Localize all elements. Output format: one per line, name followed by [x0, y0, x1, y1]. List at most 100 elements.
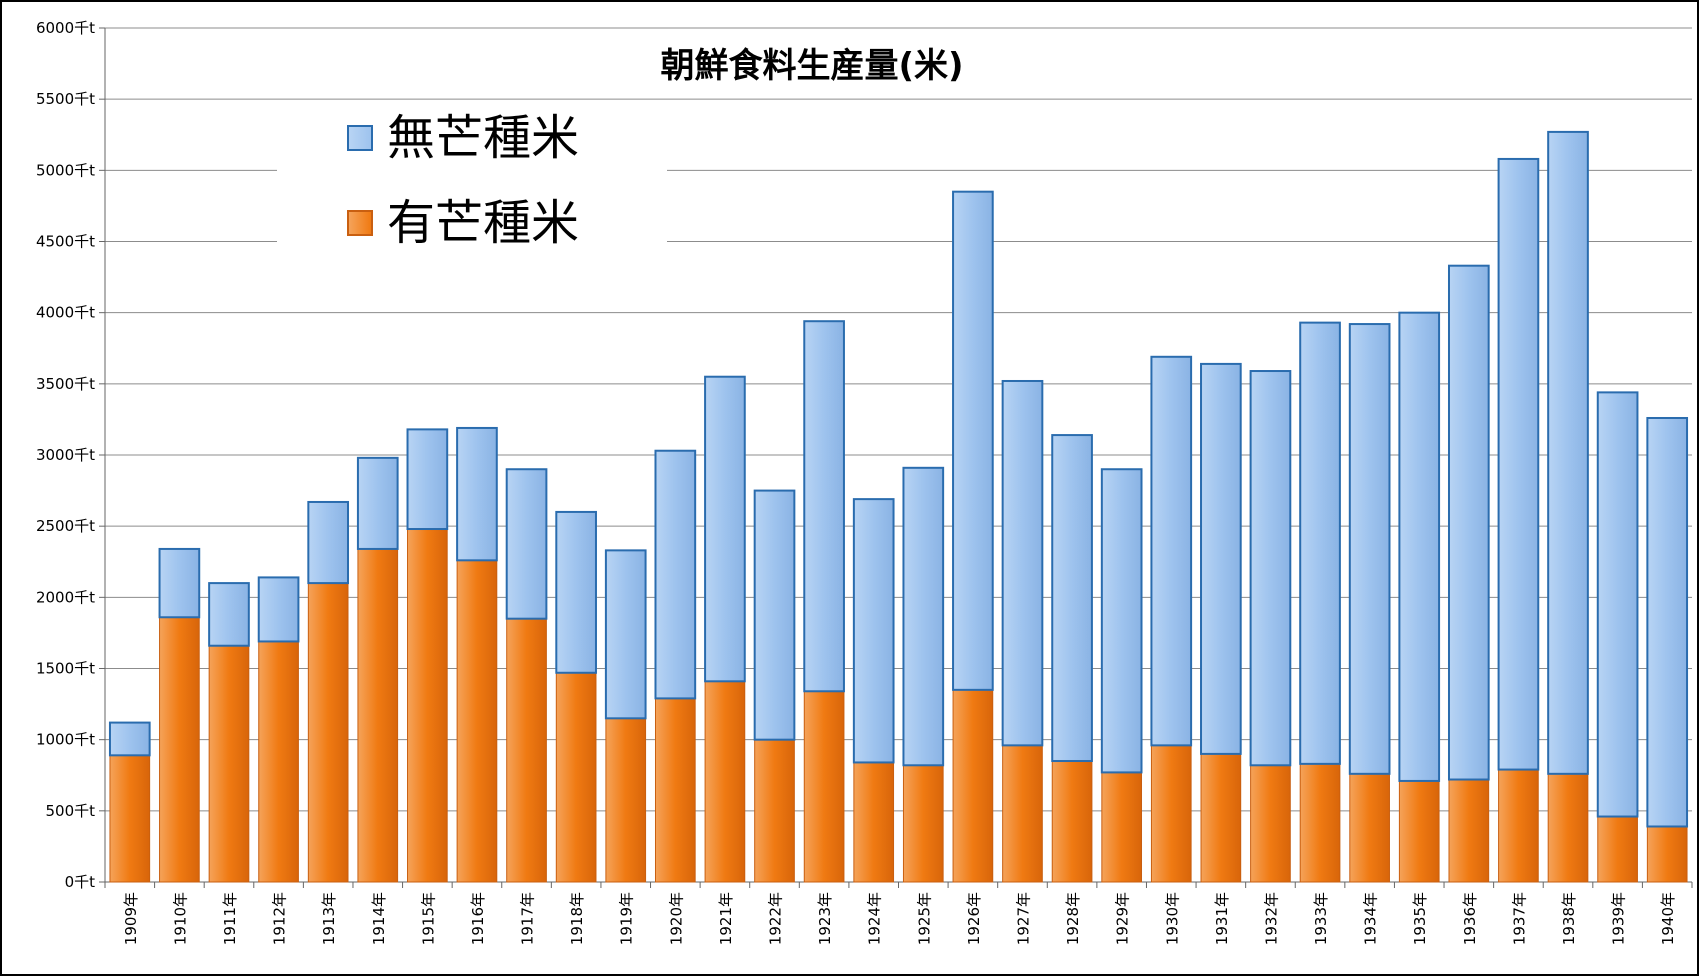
- bar-yubo: [1002, 744, 1043, 883]
- bar-mubo: [158, 547, 201, 619]
- bar-yubo: [159, 616, 200, 883]
- x-tick-label: 1930年: [1163, 892, 1181, 945]
- bar-yubo: [1051, 760, 1093, 883]
- x-tick-label: 1931年: [1213, 892, 1231, 945]
- legend-label-yubo: 有芒種米: [387, 195, 580, 251]
- bar-yubo: [1150, 744, 1192, 883]
- bar-yubo: [1250, 764, 1291, 883]
- x-tick-label: 1918年: [568, 892, 586, 945]
- bar-mubo: [1150, 355, 1193, 747]
- bar-yubo: [1200, 753, 1242, 883]
- x-tick-label: 1928年: [1064, 892, 1082, 945]
- x-tick-label: 1917年: [519, 892, 537, 945]
- y-tick-label: 0千t: [65, 873, 96, 891]
- x-tick-label: 1937年: [1510, 892, 1528, 945]
- bar-yubo: [952, 689, 994, 883]
- bar-mubo: [1249, 370, 1292, 767]
- bar-yubo: [902, 764, 944, 883]
- x-tick-label: 1935年: [1411, 892, 1429, 945]
- bar-yubo: [1299, 763, 1341, 883]
- y-tick-label: 5000千t: [36, 161, 95, 179]
- bar-yubo: [1547, 773, 1589, 883]
- bar-mubo: [456, 426, 498, 562]
- bar-mubo: [1299, 321, 1341, 765]
- bar-mubo: [704, 375, 746, 683]
- bar-mubo: [356, 456, 399, 550]
- bar-yubo: [456, 559, 498, 883]
- bar-yubo: [1498, 769, 1539, 883]
- bar-yubo: [1448, 779, 1490, 883]
- x-tick-label: 1913年: [320, 892, 338, 945]
- y-tick-label: 500千t: [45, 802, 95, 820]
- bar-mubo: [852, 498, 895, 764]
- bar-yubo: [208, 645, 250, 883]
- bar-yubo: [1597, 816, 1638, 883]
- bar-mubo: [902, 466, 945, 767]
- x-tick-label: 1939年: [1610, 892, 1628, 945]
- x-tick-label: 1909年: [122, 892, 140, 945]
- x-tick-label: 1911年: [221, 892, 239, 945]
- bar-yubo: [1101, 771, 1143, 883]
- bar-mubo: [1398, 311, 1441, 782]
- y-tick-label: 5500千t: [36, 90, 95, 108]
- bar-mubo: [803, 320, 845, 693]
- chart-title: 朝鮮食料生産量(米): [660, 46, 964, 86]
- bar-mubo: [753, 489, 796, 741]
- bar-mubo: [406, 428, 449, 531]
- bar-yubo: [754, 739, 795, 883]
- x-tick-label: 1915年: [419, 892, 437, 945]
- bar-mubo: [257, 576, 300, 643]
- bar-yubo: [853, 761, 895, 883]
- bar-mubo: [1447, 264, 1490, 781]
- y-tick-label: 2500千t: [36, 517, 95, 535]
- legend-label-mubo: 無芒種米: [387, 110, 580, 166]
- bar-mubo: [108, 721, 151, 757]
- bar-yubo: [1349, 773, 1390, 883]
- bar-mubo: [1001, 379, 1044, 747]
- x-tick-label: 1933年: [1312, 892, 1330, 945]
- bar-mubo: [307, 500, 350, 585]
- bar-mubo: [952, 190, 994, 691]
- bar-mubo: [1100, 468, 1143, 774]
- x-tick-label: 1920年: [667, 892, 685, 945]
- x-tick-label: 1924年: [866, 892, 884, 945]
- x-tick-label: 1914年: [370, 892, 388, 945]
- x-tick-label: 1929年: [1114, 892, 1132, 945]
- bar-yubo: [605, 717, 647, 883]
- x-tick-label: 1926年: [965, 892, 983, 945]
- y-tick-label: 6000千t: [36, 19, 95, 37]
- bar-yubo: [1398, 780, 1440, 883]
- y-tick-label: 3500千t: [36, 375, 95, 393]
- x-tick-label: 1923年: [816, 892, 834, 945]
- bar-yubo: [506, 618, 547, 883]
- x-tick-label: 1925年: [915, 892, 933, 945]
- y-tick-label: 4500千t: [36, 233, 95, 251]
- bar-yubo: [357, 548, 399, 883]
- x-tick-label: 1936年: [1461, 892, 1479, 945]
- x-tick-label: 1910年: [171, 892, 189, 945]
- legend-swatch-mubo: [347, 125, 373, 151]
- bar-yubo: [1646, 825, 1688, 883]
- bar-yubo: [258, 640, 299, 883]
- bar-mubo: [555, 510, 597, 674]
- x-tick-label: 1912年: [271, 892, 289, 945]
- y-tick-label: 1500千t: [36, 660, 95, 678]
- x-tick-label: 1927年: [1014, 892, 1032, 945]
- y-tick-label: 1000千t: [36, 731, 95, 749]
- bar-mubo: [604, 549, 647, 720]
- x-tick-label: 1934年: [1362, 892, 1380, 945]
- bar-yubo: [654, 697, 696, 883]
- legend-swatch-yubo: [347, 210, 373, 236]
- x-tick-label: 1940年: [1659, 892, 1677, 945]
- y-tick-label: 2000千t: [36, 588, 95, 606]
- bar-yubo: [307, 582, 349, 883]
- bar-yubo: [109, 754, 151, 883]
- bar-yubo: [704, 680, 746, 883]
- legend-item-mubo: 無芒種米: [347, 114, 579, 162]
- x-tick-label: 1921年: [717, 892, 735, 945]
- bar-mubo: [1348, 323, 1391, 775]
- bar-mubo: [1051, 434, 1093, 763]
- bar-mubo: [1497, 157, 1540, 771]
